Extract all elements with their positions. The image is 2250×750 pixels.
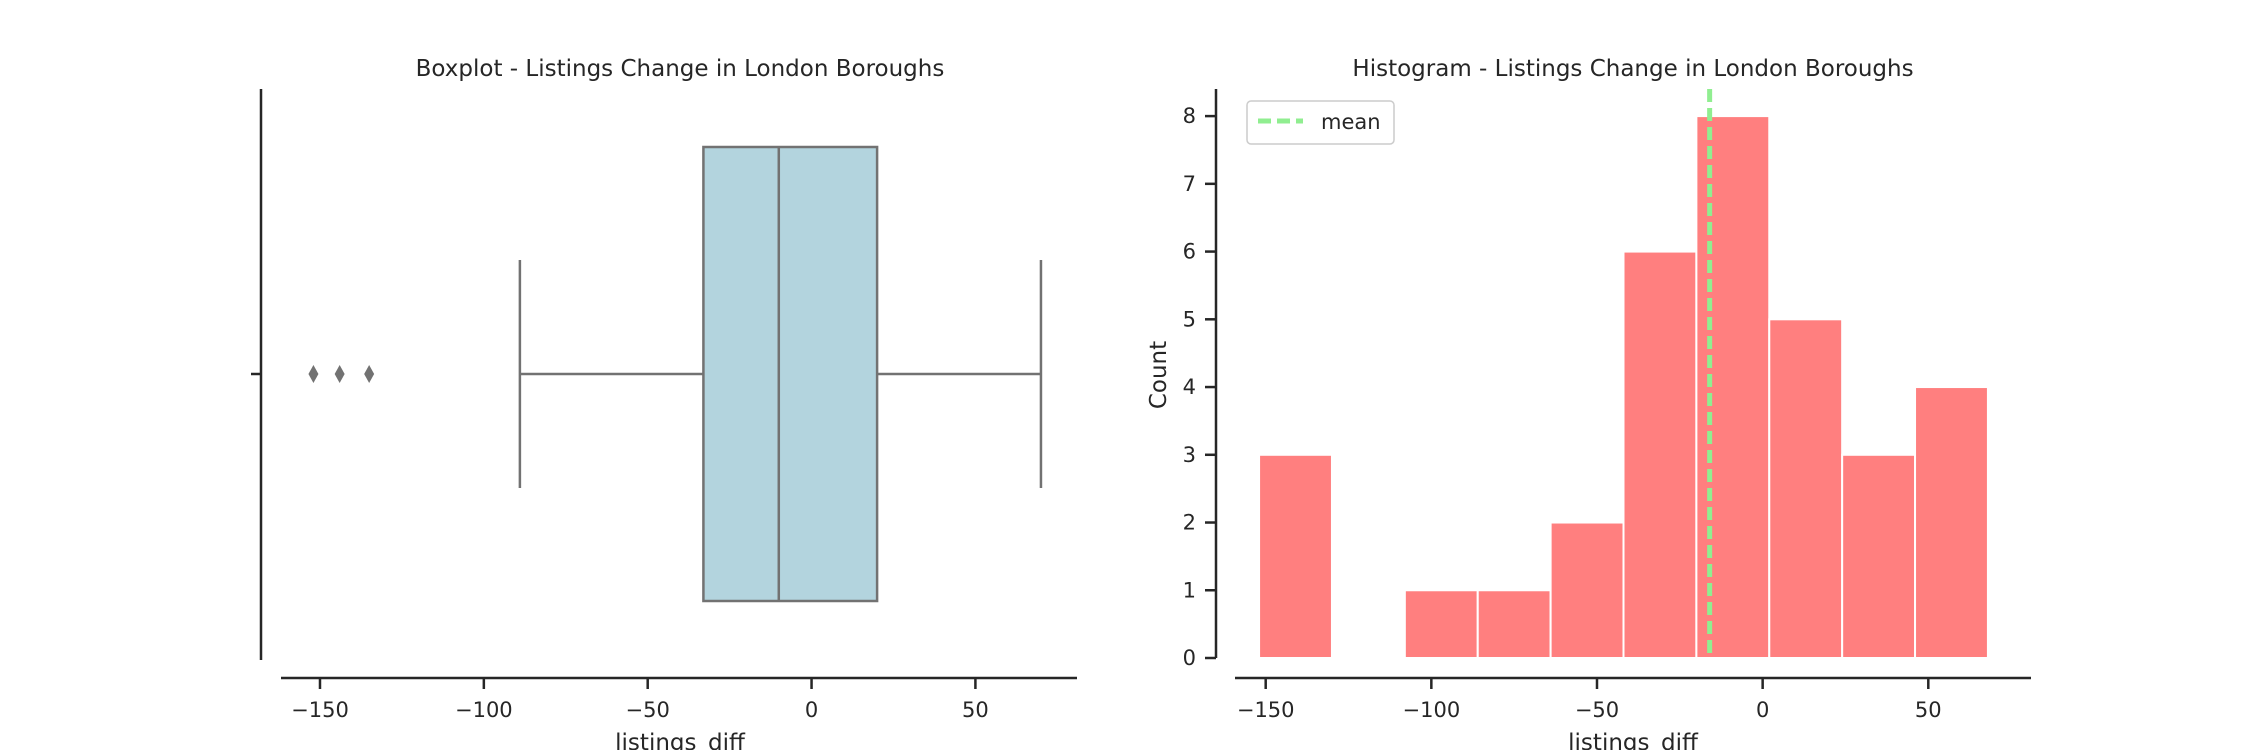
- outlier-point: [334, 365, 345, 383]
- histogram-title: Histogram - Listings Change in London Bo…: [1352, 56, 1913, 82]
- histogram-x-axis-label: listings_diff: [1568, 730, 1699, 750]
- histogram-y-tick-label: 4: [1183, 375, 1196, 399]
- boxplot-x-ticks: −150 −100 −50 0 50: [291, 678, 989, 722]
- histogram-y-tick-label: 0: [1183, 646, 1196, 670]
- outlier-point: [364, 365, 375, 383]
- boxplot-x-axis-label: listings_diff: [615, 730, 746, 750]
- histogram-y-axis-label: Count: [1146, 341, 1172, 409]
- histogram-x-tick-label: 50: [1915, 698, 1942, 722]
- boxplot-marks: [308, 145, 1043, 603]
- legend-frame: [1246, 100, 1395, 145]
- histogram-x-tick-label: 0: [1756, 698, 1769, 722]
- outlier-point: [308, 365, 319, 383]
- histogram-bars: [1258, 115, 1989, 660]
- histogram-panel: Histogram - Listings Change in London Bo…: [1146, 56, 2031, 750]
- boxplot-x-tick-label: −100: [455, 698, 513, 722]
- histogram-bar: [1403, 589, 1479, 659]
- boxplot-x-tick-label: −150: [291, 698, 349, 722]
- interquartile-box: [702, 145, 879, 603]
- boxplot-x-tick-label: 0: [805, 698, 818, 722]
- histogram-x-tick-label: −100: [1403, 698, 1461, 722]
- histogram-x-tick-label: −50: [1575, 698, 1619, 722]
- boxplot-panel: Boxplot - Listings Change in London Boro…: [251, 56, 1077, 750]
- histogram-bar: [1549, 521, 1625, 659]
- histogram-bar: [1841, 453, 1917, 659]
- histogram-bar: [1258, 453, 1333, 659]
- histogram-y-tick-label: 3: [1183, 443, 1196, 467]
- histogram-y-tick-label: 1: [1183, 578, 1196, 602]
- legend-entry-mean: mean: [1321, 110, 1381, 134]
- boxplot-x-tick-label: 50: [962, 698, 989, 722]
- boxplot-title: Boxplot - Listings Change in London Boro…: [416, 56, 945, 82]
- histogram-y-tick-label: 5: [1183, 307, 1196, 331]
- histogram-bar: [1768, 318, 1844, 659]
- histogram-bar: [1622, 250, 1698, 659]
- boxplot-x-tick-label: −50: [626, 698, 670, 722]
- histogram-legend: mean: [1246, 100, 1395, 145]
- histogram-y-tick-label: 7: [1183, 172, 1196, 196]
- histogram-bar: [1914, 386, 1989, 659]
- histogram-y-tick-label: 2: [1183, 511, 1196, 535]
- histogram-y-tick-label: 6: [1183, 240, 1196, 264]
- histogram-x-tick-label: −150: [1237, 698, 1295, 722]
- histogram-y-ticks: 0 1 2 3 4 5 6 7 8: [1183, 104, 1216, 670]
- histogram-y-tick-label: 8: [1183, 104, 1196, 128]
- histogram-x-ticks: −150 −100 −50 0 50: [1237, 678, 1942, 722]
- histogram-bar: [1476, 589, 1552, 659]
